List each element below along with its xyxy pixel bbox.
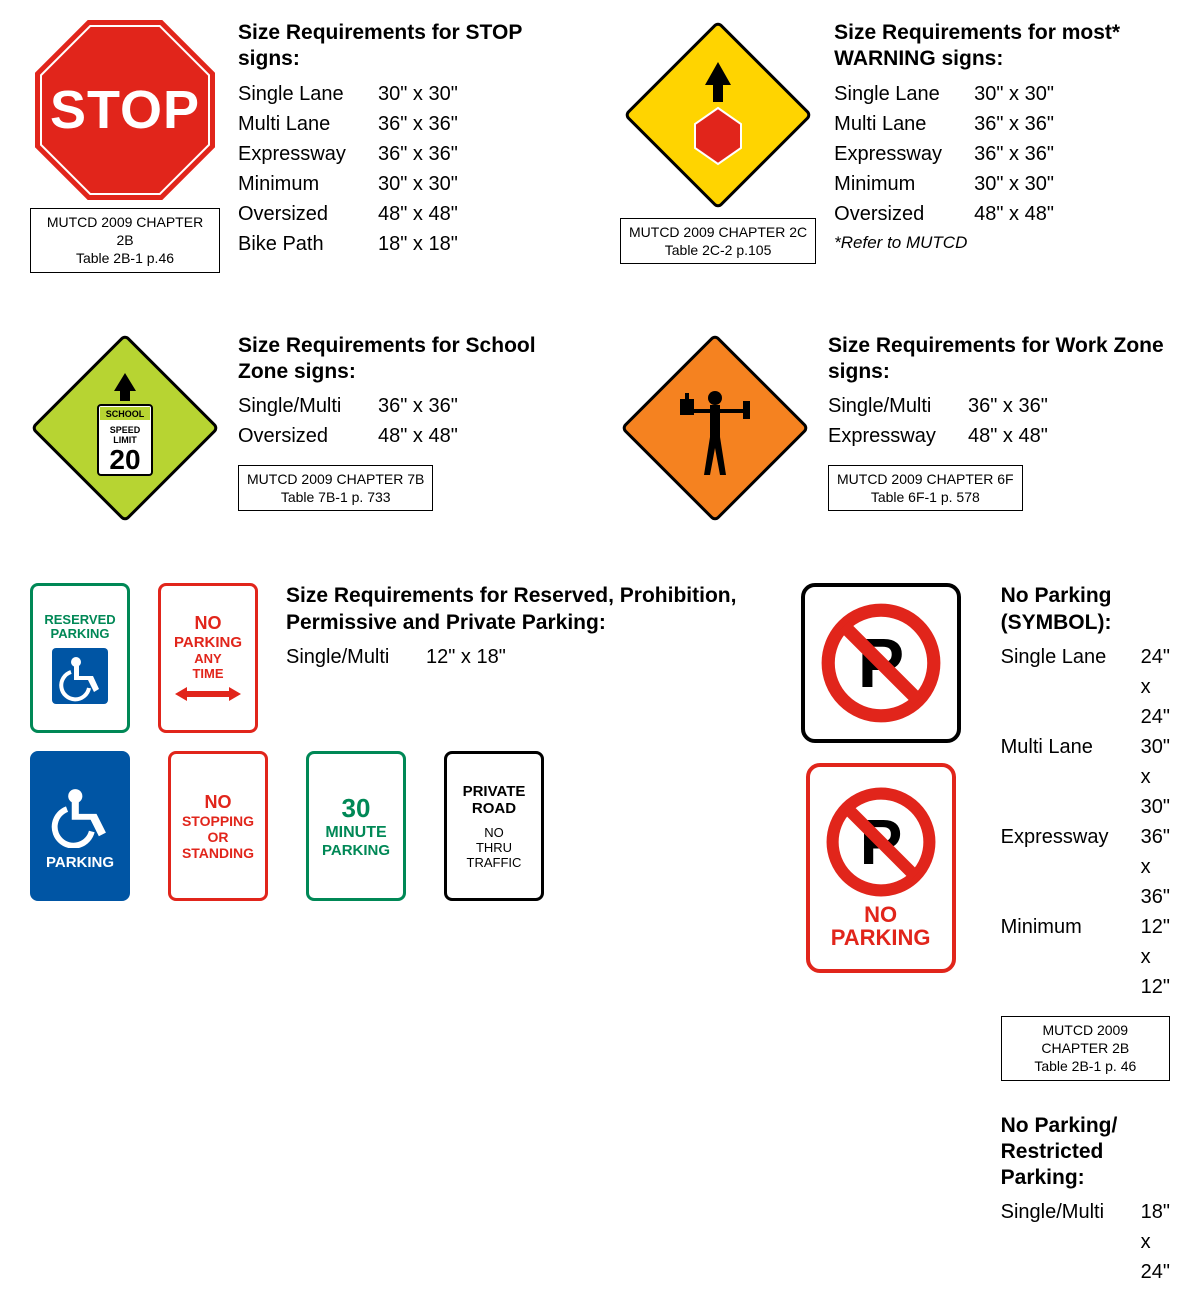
stop-sign-icon: STOP <box>35 20 215 200</box>
no-parking-icon: P <box>821 603 941 723</box>
no-stopping-sign: NO STOPPING OR STANDING <box>168 751 268 901</box>
nop-rect-row: Single/Multi 18" x 24" <box>1001 1197 1170 1287</box>
warning-rows: Single Lane30" x 30"Multi Lane36" x 36"E… <box>834 79 1170 229</box>
nop-symbol-rows: Single Lane24" x 24"Multi Lane30" x 30"E… <box>1001 642 1170 1002</box>
stop-cell: STOP MUTCD 2009 CHAPTER 2B Table 2B-1 p.… <box>30 20 580 273</box>
school-title: Size Requirements for School Zone signs: <box>238 333 580 386</box>
workzone-sign-icon <box>630 343 800 513</box>
school-ref: MUTCD 2009 CHAPTER 7B Table 7B-1 p. 733 <box>238 465 433 511</box>
warning-sign-icon <box>633 30 803 200</box>
size-row: Multi Lane36" x 36" <box>834 109 1170 139</box>
double-arrow-icon <box>173 685 243 703</box>
size-row: Minimum30" x 30" <box>834 169 1170 199</box>
private-road-sign: PRIVATE ROAD NO THRU TRAFFIC <box>444 751 544 901</box>
size-row: Minimum30" x 30" <box>238 169 580 199</box>
size-row: Single Lane30" x 30" <box>834 79 1170 109</box>
stop-text: STOP <box>50 79 200 141</box>
no-parking-anytime-sign: NO PARKING ANY TIME <box>158 583 258 733</box>
parking-section: RESERVED PARKING NO PARKING <box>30 583 761 901</box>
school-rows: Single/Multi36" x 36"Oversized48" x 48" <box>238 391 580 451</box>
size-row: Multi Lane36" x 36" <box>238 109 580 139</box>
size-row: Multi Lane30" x 30" <box>1001 732 1170 822</box>
wheelchair-icon <box>52 648 108 704</box>
size-row: Oversized48" x 48" <box>238 199 580 229</box>
size-row: Expressway36" x 36" <box>834 139 1170 169</box>
size-row: Single Lane24" x 24" <box>1001 642 1170 732</box>
svg-text:SPEED: SPEED <box>110 425 141 435</box>
size-row: Single Lane30" x 30" <box>238 79 580 109</box>
school-sign-icon: SCHOOL SPEED LIMIT 20 <box>40 343 210 513</box>
size-row: Expressway36" x 36" <box>1001 822 1170 912</box>
no-parking-square-sign: P <box>801 583 961 743</box>
stop-ref: MUTCD 2009 CHAPTER 2B Table 2B-1 p.46 <box>30 208 220 273</box>
size-row: Single/Multi36" x 36" <box>238 391 580 421</box>
warning-ref: MUTCD 2009 CHAPTER 2C Table 2C-2 p.105 <box>620 218 816 264</box>
size-row: Expressway48" x 48" <box>828 421 1170 451</box>
size-row: Minimum12" x 12" <box>1001 912 1170 1002</box>
parking-title: Size Requirements for Reserved, Prohibit… <box>286 583 761 636</box>
workzone-ref: MUTCD 2009 CHAPTER 6F Table 6F-1 p. 578 <box>828 465 1023 511</box>
size-row: Oversized48" x 48" <box>834 199 1170 229</box>
handicap-parking-sign: PARKING <box>30 751 130 901</box>
no-parking-rect-sign: P NOPARKING <box>806 763 956 973</box>
warning-title: Size Requirements for most* WARNING sign… <box>834 20 1170 73</box>
thirty-minute-sign: 30 MINUTE PARKING <box>306 751 406 901</box>
nop-symbol-title: No Parking (SYMBOL): <box>1001 583 1170 636</box>
stop-title: Size Requirements for STOP signs: <box>238 20 580 73</box>
svg-text:20: 20 <box>109 444 140 475</box>
size-row: Expressway36" x 36" <box>238 139 580 169</box>
workzone-title: Size Requirements for Work Zone signs: <box>828 333 1170 386</box>
size-row: Oversized48" x 48" <box>238 421 580 451</box>
reserved-parking-sign: RESERVED PARKING <box>30 583 130 733</box>
parking-row: Single/Multi 12" x 18" <box>286 642 761 672</box>
nop-ref: MUTCD 2009 CHAPTER 2B Table 2B-1 p. 46 <box>1001 1016 1170 1081</box>
stop-rows: Single Lane30" x 30"Multi Lane36" x 36"E… <box>238 79 580 259</box>
no-parking-icon: P <box>826 787 936 897</box>
nop-rect-title: No Parking/ Restricted Parking: <box>1001 1113 1170 1192</box>
warning-footnote: *Refer to MUTCD <box>834 233 1170 253</box>
size-row: Bike Path18" x 18" <box>238 229 580 259</box>
svg-text:SCHOOL: SCHOOL <box>106 409 145 419</box>
warning-cell: MUTCD 2009 CHAPTER 2C Table 2C-2 p.105 S… <box>620 20 1170 273</box>
top-grid: STOP MUTCD 2009 CHAPTER 2B Table 2B-1 p.… <box>30 20 1170 523</box>
wheelchair-icon <box>47 782 113 848</box>
school-cell: SCHOOL SPEED LIMIT 20 Size Requirements … <box>30 333 580 524</box>
no-parking-symbols: P P NOPARKING <box>801 583 961 973</box>
workzone-cell: Size Requirements for Work Zone signs: S… <box>620 333 1170 524</box>
bottom-row: RESERVED PARKING NO PARKING <box>30 583 1170 1287</box>
size-row: Single/Multi36" x 36" <box>828 391 1170 421</box>
workzone-rows: Single/Multi36" x 36"Expressway48" x 48" <box>828 391 1170 451</box>
